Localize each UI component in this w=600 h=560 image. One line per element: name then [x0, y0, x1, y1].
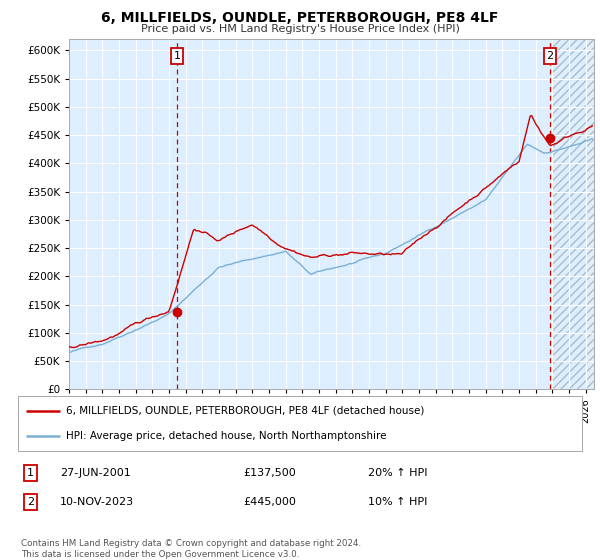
- Text: 2: 2: [547, 51, 554, 61]
- Text: 1: 1: [173, 51, 181, 61]
- Bar: [553, 39, 594, 389]
- Text: £445,000: £445,000: [244, 497, 296, 507]
- Text: 10-NOV-2023: 10-NOV-2023: [60, 497, 134, 507]
- Text: 6, MILLFIELDS, OUNDLE, PETERBOROUGH, PE8 4LF: 6, MILLFIELDS, OUNDLE, PETERBOROUGH, PE8…: [101, 11, 499, 25]
- Text: 1: 1: [27, 468, 34, 478]
- Text: HPI: Average price, detached house, North Northamptonshire: HPI: Average price, detached house, Nort…: [66, 431, 386, 441]
- Text: £137,500: £137,500: [244, 468, 296, 478]
- Text: 2: 2: [27, 497, 34, 507]
- Text: 20% ↑ HPI: 20% ↑ HPI: [368, 468, 427, 478]
- Text: 6, MILLFIELDS, OUNDLE, PETERBOROUGH, PE8 4LF (detached house): 6, MILLFIELDS, OUNDLE, PETERBOROUGH, PE8…: [66, 406, 424, 416]
- Text: Contains HM Land Registry data © Crown copyright and database right 2024.
This d: Contains HM Land Registry data © Crown c…: [21, 539, 361, 559]
- Text: 27-JUN-2001: 27-JUN-2001: [60, 468, 131, 478]
- Text: 10% ↑ HPI: 10% ↑ HPI: [368, 497, 427, 507]
- Text: Price paid vs. HM Land Registry's House Price Index (HPI): Price paid vs. HM Land Registry's House …: [140, 24, 460, 34]
